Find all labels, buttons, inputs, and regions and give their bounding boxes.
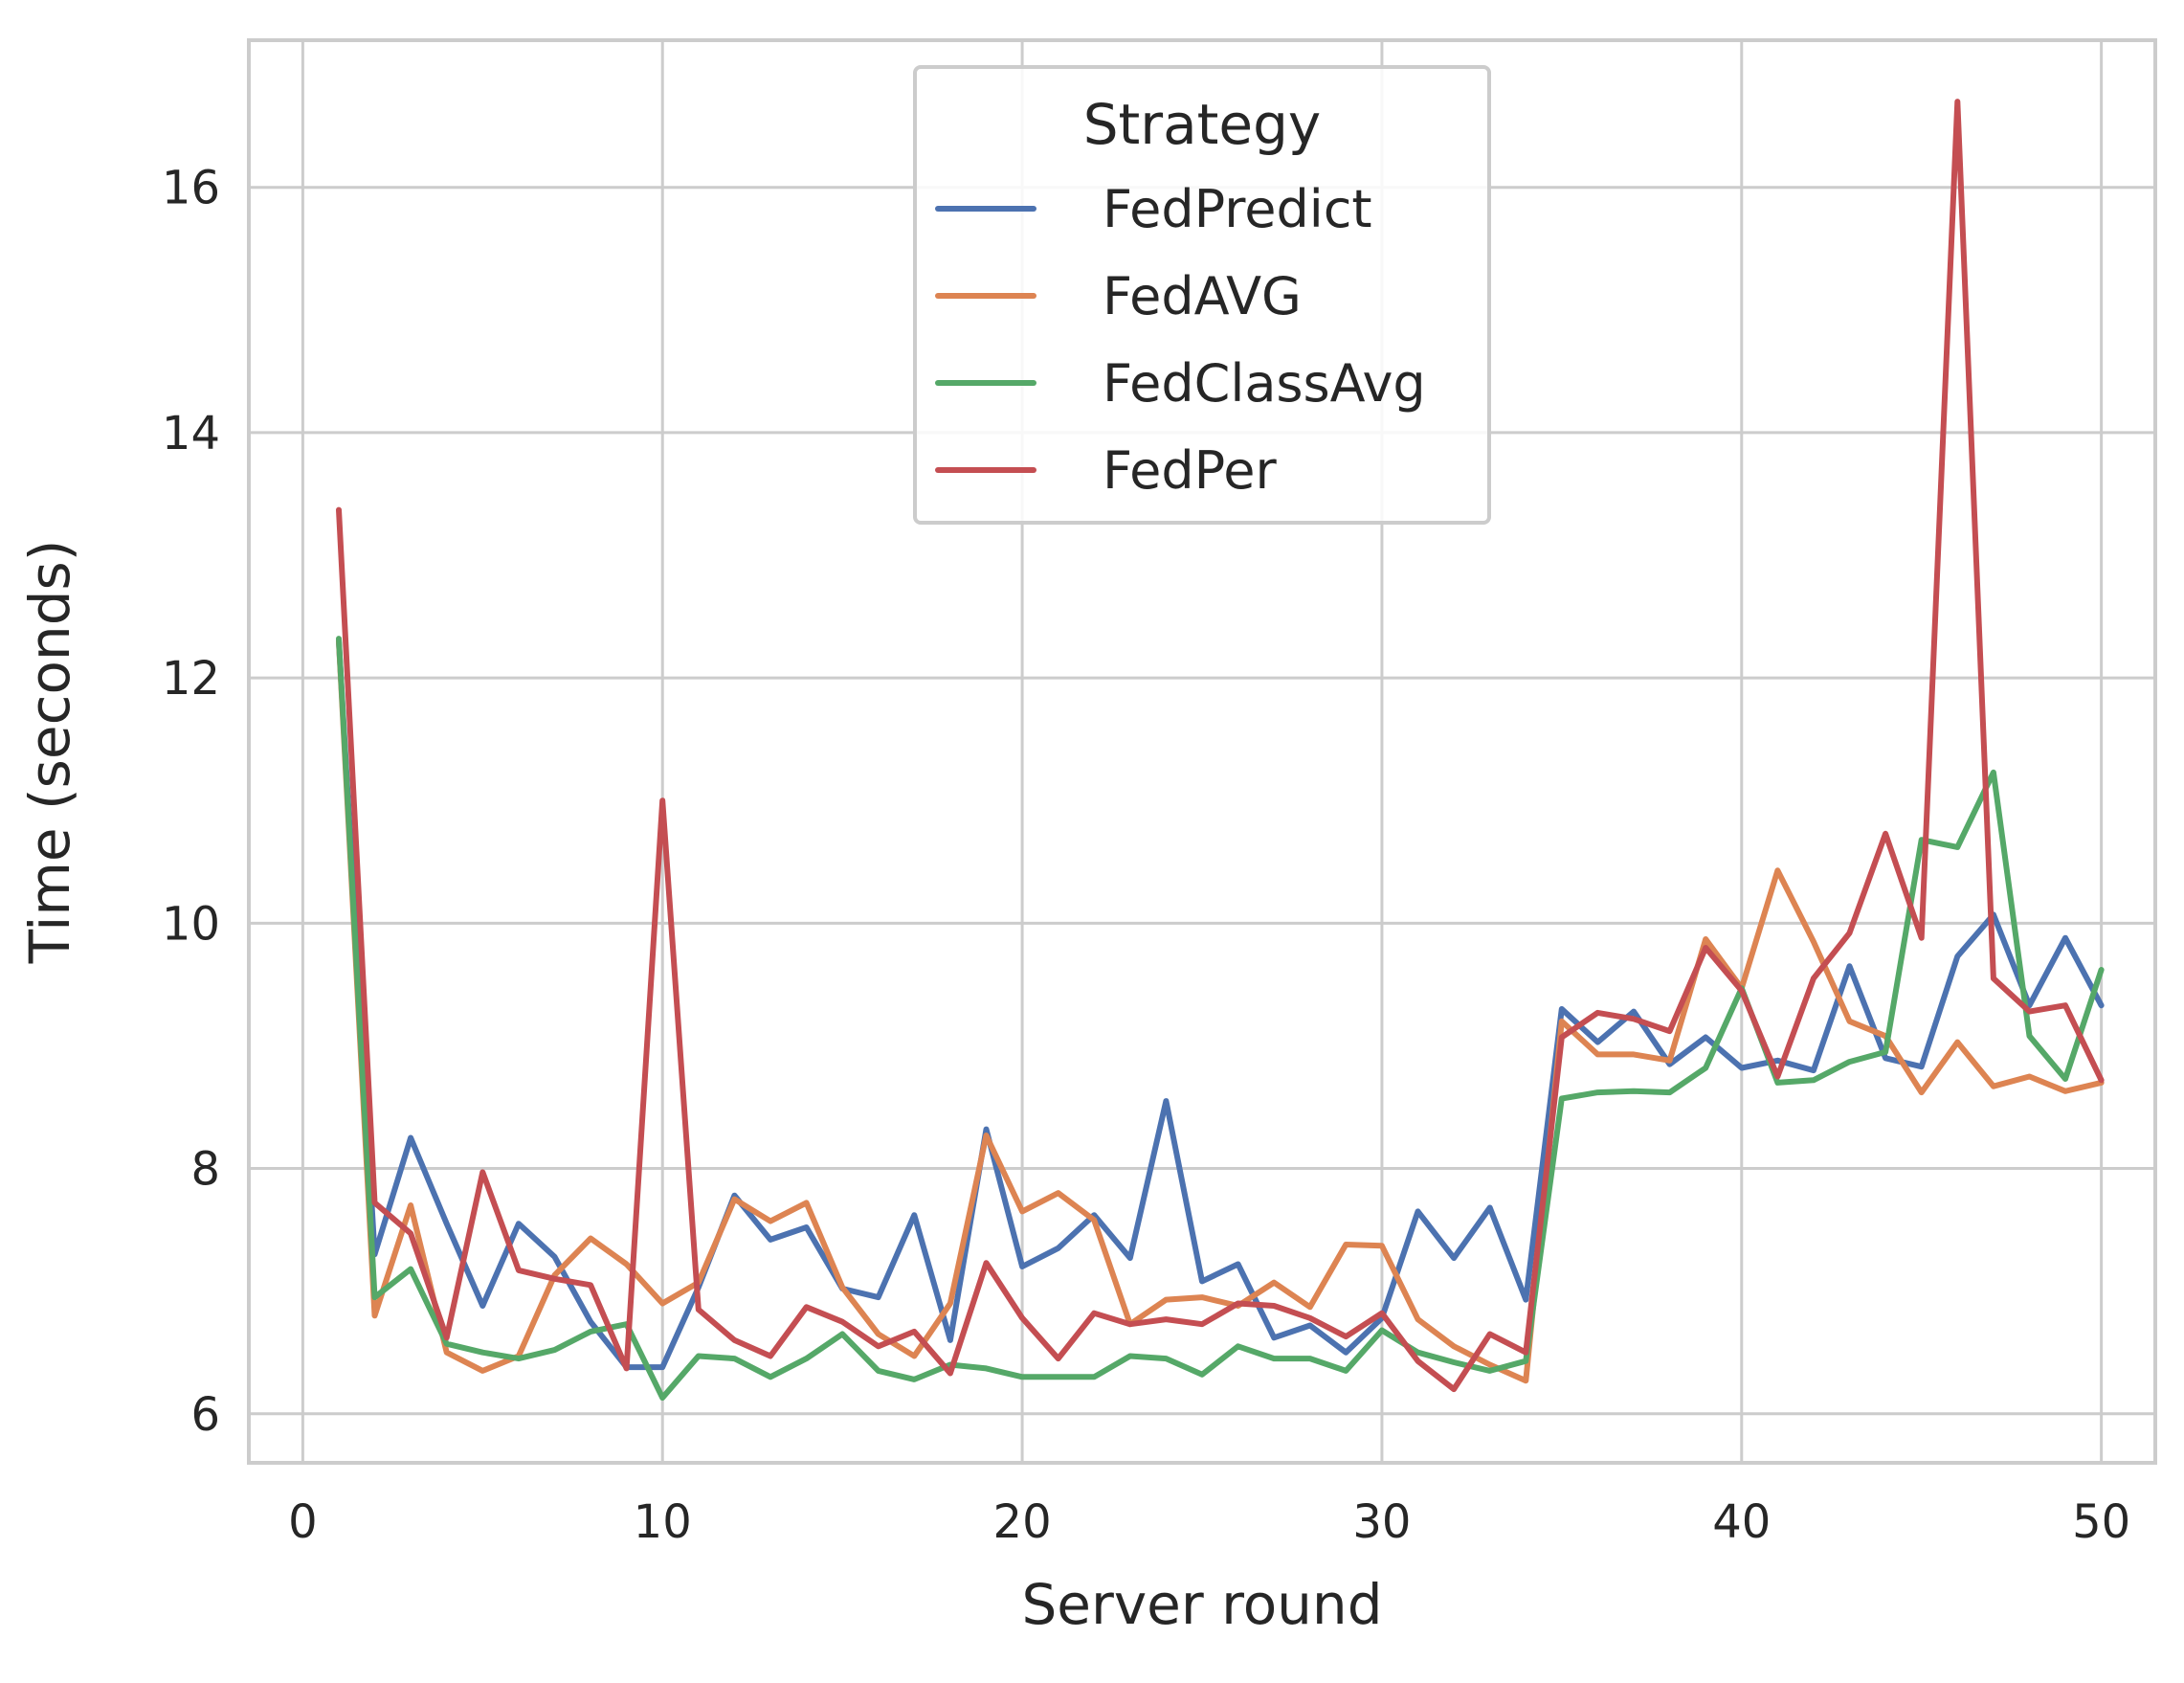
y-tick-label: 8 [190, 1143, 220, 1197]
y-axis-label: Time (seconds) [17, 540, 82, 965]
series-line-fedpredict [336, 638, 2105, 1371]
x-tick-label: 0 [288, 1495, 318, 1549]
x-tick-label: 30 [1352, 1495, 1411, 1549]
y-tick-label: 10 [162, 897, 220, 951]
series-line-fedclassavg [336, 636, 2105, 1402]
legend-label-fedavg: FedAVG [1103, 266, 1302, 326]
series-group [336, 99, 2105, 1402]
legend-label-fedpredict: FedPredict [1103, 179, 1372, 239]
legend-label-fedclassavg: FedClassAvg [1103, 353, 1426, 414]
plot-area-frame [247, 38, 2157, 1465]
legend-title: Strategy [1083, 92, 1322, 157]
series-line-fedper [336, 99, 2105, 1393]
y-tick-label: 16 [162, 162, 220, 215]
x-tick-label: 40 [1712, 1495, 1771, 1549]
y-tick-label: 14 [162, 407, 220, 460]
y-tick-label: 6 [190, 1388, 220, 1442]
x-axis-label: Server round [1021, 1572, 1382, 1637]
legend: Strategy FedPredictFedAVGFedClassAvgFedP… [913, 65, 1491, 525]
legend-label-fedper: FedPer [1103, 440, 1277, 501]
legend-items: FedPredict FedAVG FedClassAvg FedPer [935, 179, 1426, 501]
x-tick-label: 20 [993, 1495, 1052, 1549]
y-tick-label: 12 [162, 652, 220, 706]
x-tick-label: 50 [2072, 1495, 2130, 1549]
legend-box [913, 65, 1491, 525]
x-tick-label: 10 [634, 1495, 692, 1549]
y-tick-labels: 6 8 10 12 14 16 [162, 162, 220, 1442]
x-tick-labels: 0 10 20 30 40 50 [288, 1495, 2130, 1549]
